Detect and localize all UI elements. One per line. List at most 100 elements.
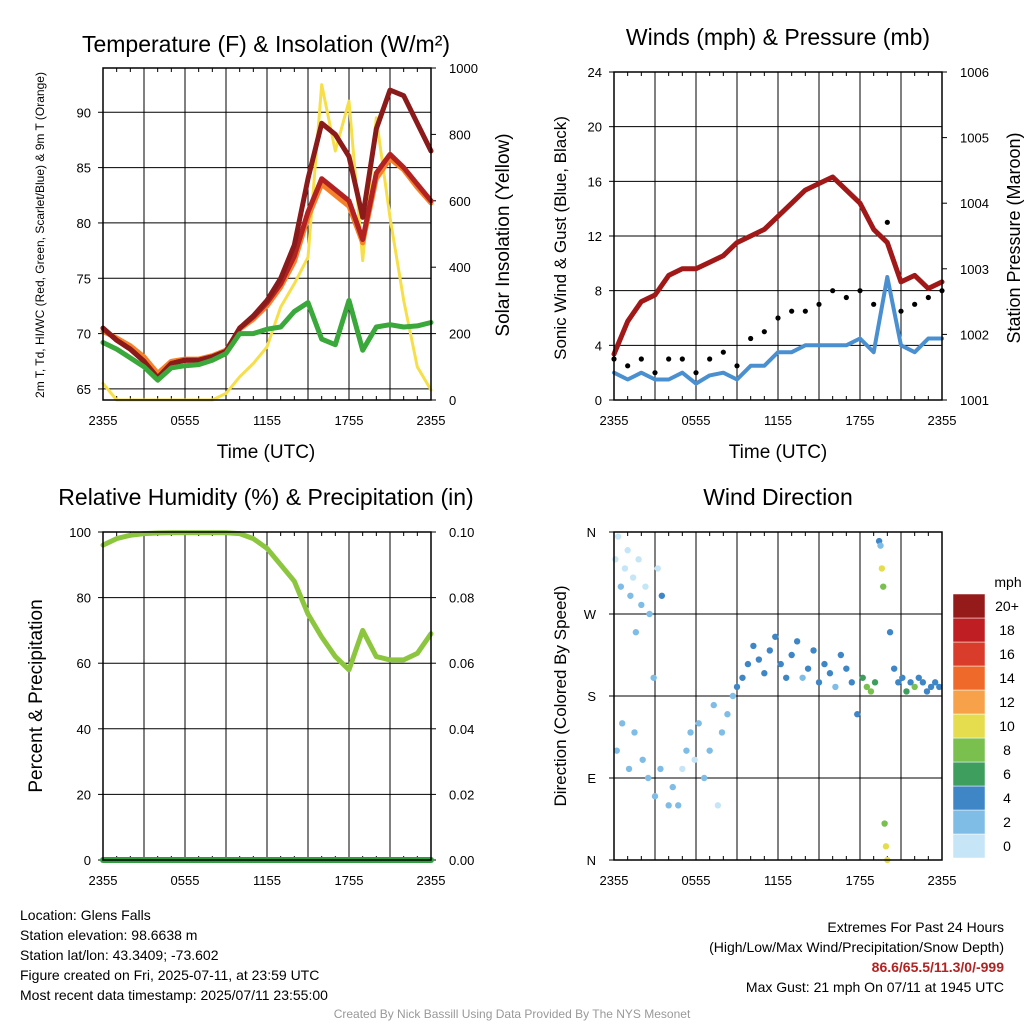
station-info: Location: Glens Falls Station elevation:… xyxy=(20,905,328,1005)
wind-direction-point xyxy=(783,674,790,681)
wind-direction-point xyxy=(621,565,629,572)
wind-direction-point xyxy=(911,683,918,691)
wind-direction-point xyxy=(854,711,861,718)
extremes-title: Extremes For Past 24 Hours xyxy=(827,919,1004,935)
ylabel-wind-direction: Direction (Colored By Speed) xyxy=(551,585,570,806)
title-winds: Winds (mph) & Pressure (mb) xyxy=(626,24,930,50)
colorbar-label: 14 xyxy=(999,670,1015,686)
y-tick-label: 20 xyxy=(77,787,91,802)
wind-direction-point xyxy=(931,679,939,686)
wind-direction-point xyxy=(714,802,722,809)
y-tick-label: 65 xyxy=(77,382,91,397)
wind-direction-point xyxy=(815,679,823,686)
y-tick-label: 70 xyxy=(77,327,91,342)
gust-point xyxy=(789,308,795,314)
wind-direction-point xyxy=(832,683,839,691)
y-tick-label: 20 xyxy=(588,120,602,135)
wind-direction-point xyxy=(867,688,875,695)
wind-direction-point xyxy=(843,665,850,672)
y-tick-label: 4 xyxy=(595,338,602,353)
x-tick-label: 1155 xyxy=(253,413,281,428)
colorbar-label: 20+ xyxy=(995,598,1019,614)
wind-direction-point xyxy=(766,647,773,654)
wind-direction-point xyxy=(804,665,812,672)
wind-direction-point xyxy=(826,670,834,677)
latlon-line: Station lat/lon: 43.3409; -73.602 xyxy=(20,947,219,963)
colorbar-title: mph xyxy=(994,574,1021,590)
extremes-values: 86.6/65.5/11.3/0/-999 xyxy=(871,959,1004,975)
max-gust: Max Gust: 21 mph On 07/11 at 1945 UTC xyxy=(745,979,1004,995)
gust-point xyxy=(898,308,904,314)
x-tick-label: 2355 xyxy=(928,873,957,888)
wind-direction-point xyxy=(895,679,902,686)
panel-humidity: Relative Humidity (%) & Precipitation (i… xyxy=(26,484,474,888)
wind-direction-point xyxy=(788,651,795,659)
y2-tick-label: 400 xyxy=(449,260,471,275)
colorbar-swatch xyxy=(952,833,986,859)
y2-tick-label: 0.04 xyxy=(449,722,474,737)
gust-point xyxy=(761,329,767,335)
y-tick-label: 0 xyxy=(595,393,602,408)
wind-direction-point xyxy=(799,674,806,681)
plot-border xyxy=(613,531,943,861)
y2-tick-label: 0.10 xyxy=(449,525,474,540)
plot-winds: 2355 0555 1155 1755 2355 0 4 8 12 16 20 24 1001 1002 1… xyxy=(588,65,989,428)
y-tick-label: 8 xyxy=(595,284,602,299)
wind-direction-point xyxy=(750,642,757,650)
wind-direction-point xyxy=(624,547,631,554)
x-tick-label: 1755 xyxy=(335,413,364,428)
y-tick-label: 75 xyxy=(77,271,91,286)
colorbar-swatch xyxy=(952,593,986,619)
wind-direction-point xyxy=(739,674,746,681)
x-tick-label: 1155 xyxy=(253,873,281,888)
panel-temperature: Temperature (F) & Insolation (W/m²) 2355… xyxy=(33,31,514,463)
x-tick-label: 2355 xyxy=(417,413,446,428)
colorbar-swatch xyxy=(952,737,986,763)
wind-direction-point xyxy=(644,774,652,782)
colorbar-label: 16 xyxy=(999,646,1015,662)
wind-direction-point xyxy=(848,679,855,686)
gust-point xyxy=(734,363,740,369)
colorbar-swatch xyxy=(952,761,986,787)
y2-tick-label: 0 xyxy=(449,393,456,408)
series-line xyxy=(611,174,945,357)
gust-point xyxy=(679,356,685,362)
gust-point xyxy=(843,294,849,301)
plot-humidity: 2355 0555 1155 1755 2355 0 20 40 60 80 100 0.00 0.02… xyxy=(69,525,474,888)
wind-direction-point xyxy=(691,756,698,763)
credit-line: Created By Nick Bassill Using Data Provi… xyxy=(333,1007,691,1021)
wind-direction-point xyxy=(810,647,817,654)
gust-point xyxy=(693,370,699,376)
colorbar-swatch xyxy=(952,713,986,739)
wind-direction-point xyxy=(701,774,708,782)
gust-point xyxy=(857,288,863,294)
plot-wind-direction: 2355 0555 1155 1755 2355 N E S W N xyxy=(584,525,957,888)
ylabel-winds: Sonic Wind & Gust (Blue, Black) xyxy=(551,116,570,360)
wind-direction-point xyxy=(654,565,661,572)
wind-direction-point xyxy=(881,820,888,827)
xlabel-temperature: Time (UTC) xyxy=(217,442,316,463)
x-tick-label: 2355 xyxy=(600,873,629,888)
wind-direction-point xyxy=(650,674,657,681)
created-line: Figure created on Fri, 2025-07-11, at 23… xyxy=(20,967,320,983)
y-tick-label: 80 xyxy=(77,591,91,606)
y2-tick-label: 800 xyxy=(449,127,471,142)
x-tick-label: 2355 xyxy=(417,873,446,888)
y-tick-label: N xyxy=(587,853,596,868)
y-tick-label: 60 xyxy=(77,656,91,671)
wind-direction-point xyxy=(903,688,910,695)
wind-direction-point xyxy=(657,765,664,773)
wind-direction-point xyxy=(651,793,659,800)
gust-point xyxy=(884,219,890,225)
x-tick-label: 0555 xyxy=(682,413,711,428)
wind-direction-point xyxy=(658,592,666,599)
colorbar-swatch xyxy=(952,809,986,835)
series-line xyxy=(100,530,434,673)
colorbar: mph 0 2 4 6 8 10 12 14 16 18 20+ xyxy=(952,574,1022,859)
wind-direction-point xyxy=(635,556,642,563)
gust-point xyxy=(830,288,836,294)
x-tick-label: 2355 xyxy=(89,873,118,888)
wind-direction-point xyxy=(625,765,633,773)
wind-direction-point xyxy=(665,802,672,809)
ylabel-temperature: 2m T, Td, HI/WC (Red, Green, Scarlet/Blu… xyxy=(33,72,47,398)
